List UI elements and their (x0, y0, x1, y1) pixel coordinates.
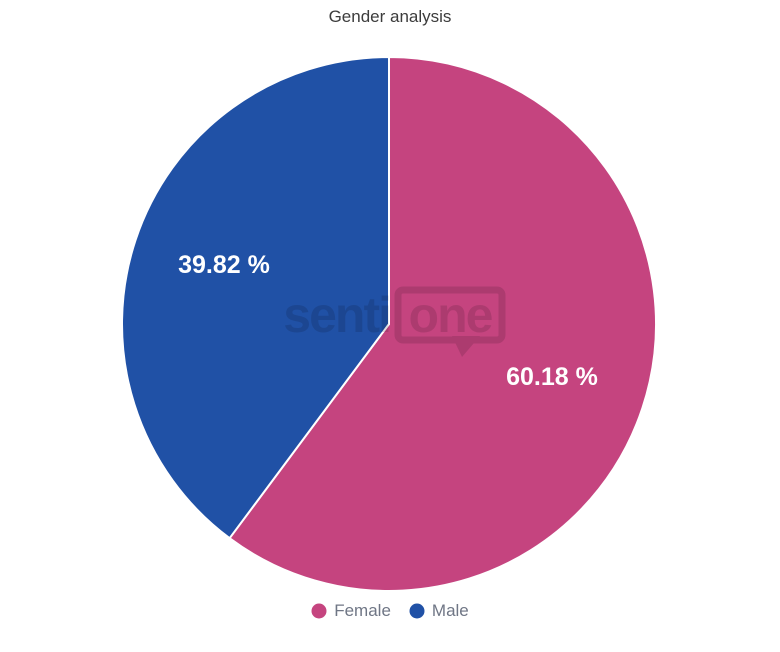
legend-label-female: Female (334, 601, 391, 620)
pie-slice-male[interactable] (121, 56, 390, 540)
legend-item-male[interactable]: Male (409, 601, 469, 621)
female-dot-icon (311, 603, 327, 619)
legend: Female Male (0, 601, 780, 621)
data-label-female-percent: 60.18 % (506, 363, 598, 391)
data-label-male-percent: 39.82 % (178, 251, 270, 279)
pie-slice-female[interactable] (228, 56, 657, 592)
legend-label-male: Male (431, 601, 469, 620)
legend-item-female[interactable]: Female (311, 601, 391, 621)
chart-title: Gender analysis (328, 7, 452, 26)
male-dot-icon (409, 603, 425, 619)
